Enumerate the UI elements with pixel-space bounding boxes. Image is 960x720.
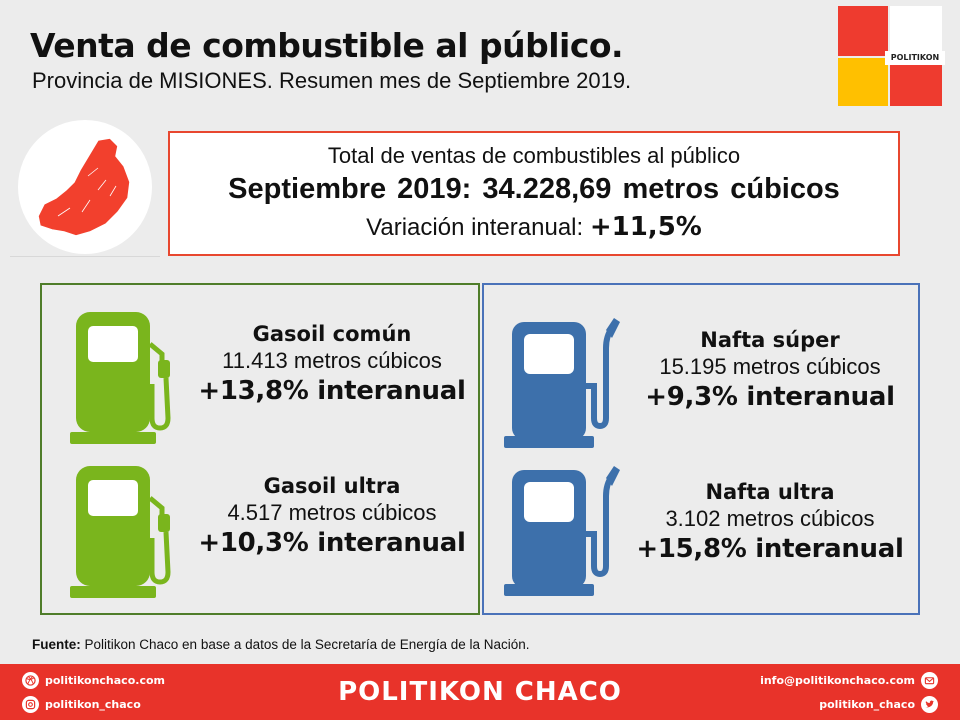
total-sales-box: Total de ventas de combustibles al públi… [168,131,900,256]
footer-email[interactable]: info@politikonchaco.com [760,672,938,689]
fuel-pump-icon [70,312,171,444]
fuel-name: Nafta ultra [705,480,835,504]
misiones-map-icon [18,120,152,254]
page-title: Venta de combustible al público. [30,26,624,65]
variation-label: Variación interanual: [366,214,584,241]
page-subtitle: Provincia de MISIONES. Resumen mes de Se… [32,68,632,93]
twitter-text: politikon_chaco [819,698,915,711]
fuel-name: Gasoil ultra [263,474,401,498]
fuel-name: Nafta súper [700,328,840,352]
source-note: Fuente: Politikon Chaco en base a datos … [32,637,530,652]
fuel-pump-icon [70,466,171,598]
total-sales-label: Total de ventas de combustibles al públi… [327,143,741,168]
source-text: Politikon Chaco en base a datos de la Se… [80,637,530,652]
fuel-variation: +13,8% interanual [198,376,466,406]
fuel-name: Gasoil común [252,322,412,346]
instagram-icon [22,696,39,713]
fuel-pump-icon [504,466,620,596]
footer-website[interactable]: politikonchaco.com [22,672,165,689]
website-text: politikonchaco.com [45,674,165,687]
source-label: Fuente: [32,637,81,652]
politikon-logo: POLITIKON [838,6,945,106]
dribbble-icon [22,672,39,689]
total-sales-value: Septiembre 2019: 34.228,69 metros cúbico… [228,173,840,205]
fuel-gasoil-comun: Gasoil común 11.413 metros cúbicos +13,8… [190,322,474,406]
fuel-volume: 3.102 metros cúbicos [665,506,875,531]
footer-twitter[interactable]: politikon_chaco [819,696,938,713]
footer-brand: POLITIKON CHACO [338,677,622,707]
fuel-gasoil-ultra: Gasoil ultra 4.517 metros cúbicos +10,3%… [190,474,474,558]
divider [10,256,160,257]
instagram-text: politikon_chaco [45,698,141,711]
footer-bar: POLITIKON CHACO politikonchaco.com polit… [0,664,960,720]
fuel-variation: +15,8% interanual [636,534,904,564]
gasoil-panel [40,283,480,615]
nafta-panel [482,283,920,615]
fuel-variation: +9,3% interanual [645,382,895,412]
fuel-nafta-ultra: Nafta ultra 3.102 metros cúbicos +15,8% … [628,480,912,564]
twitter-icon [921,696,938,713]
fuel-volume: 11.413 metros cúbicos [222,348,442,373]
logo-text: POLITIKON [885,51,945,65]
email-text: info@politikonchaco.com [760,674,915,687]
fuel-volume: 4.517 metros cúbicos [227,500,437,525]
fuel-pump-icon [504,318,620,448]
fuel-nafta-super: Nafta súper 15.195 metros cúbicos +9,3% … [628,328,912,412]
footer-instagram[interactable]: politikon_chaco [22,696,141,713]
fuel-volume: 15.195 metros cúbicos [659,354,881,379]
total-variation: Variación interanual: +11,5% [170,212,898,242]
mail-icon [921,672,938,689]
fuel-variation: +10,3% interanual [198,528,466,558]
variation-value: +11,5% [589,212,702,242]
